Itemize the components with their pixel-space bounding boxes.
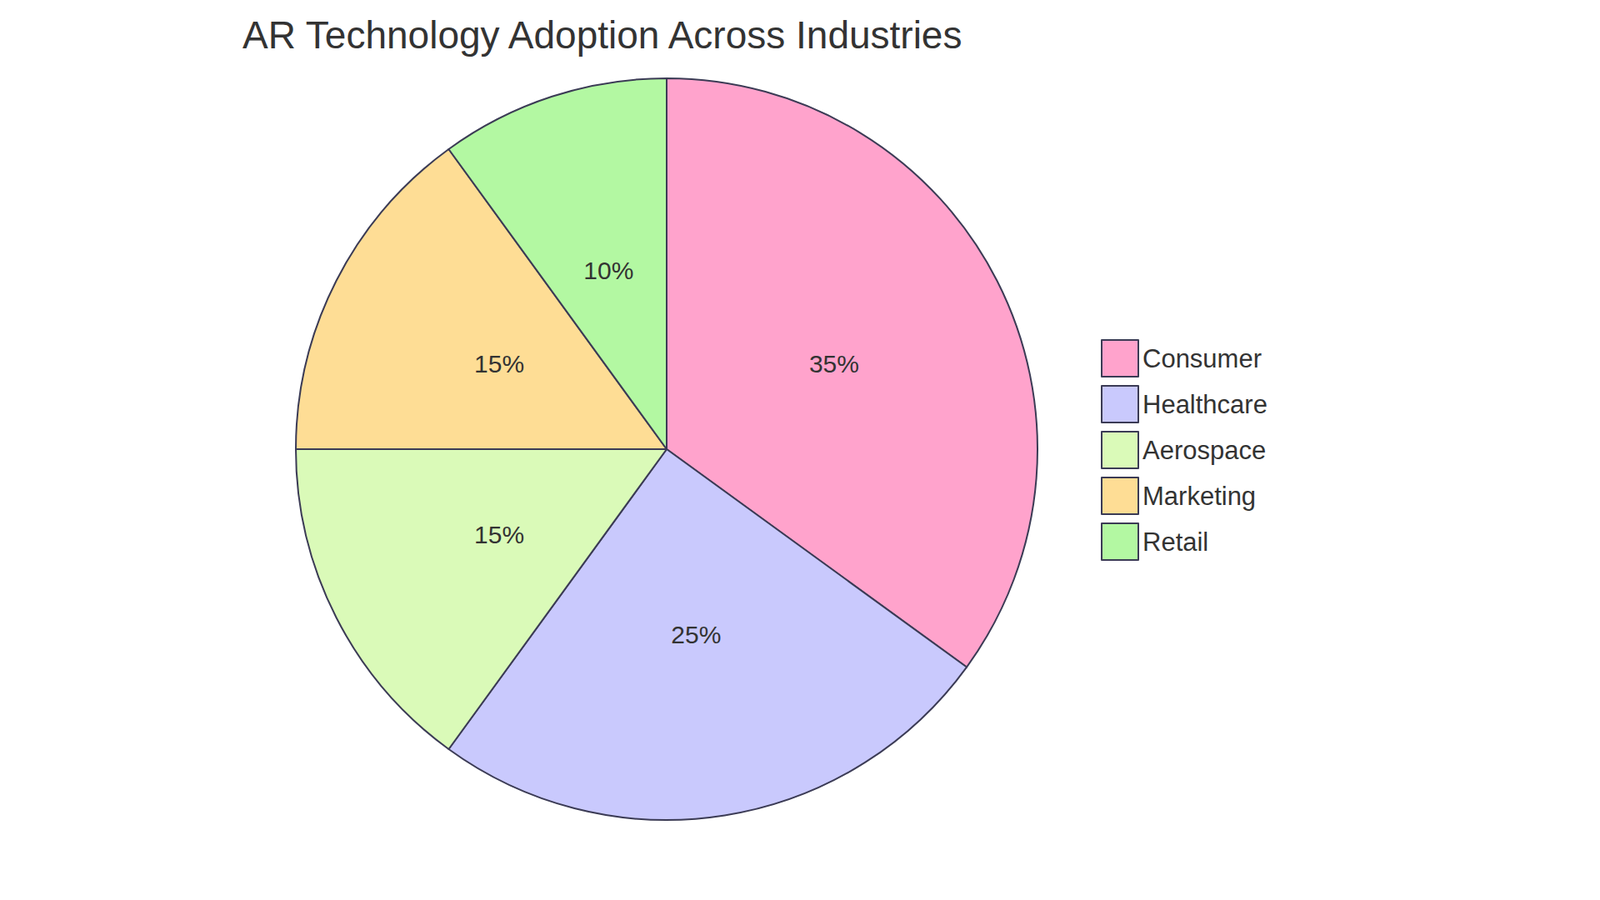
- svg-text:15%: 15%: [474, 520, 525, 549]
- svg-text:AR Technology Adoption Across: AR Technology Adoption Across Industries: [242, 13, 962, 57]
- svg-text:15%: 15%: [474, 350, 525, 378]
- svg-text:Marketing: Marketing: [1142, 481, 1256, 511]
- svg-text:35%: 35%: [809, 350, 860, 378]
- svg-text:Aerospace: Aerospace: [1142, 435, 1266, 465]
- svg-text:10%: 10%: [583, 256, 634, 285]
- svg-text:Retail: Retail: [1142, 527, 1209, 557]
- svg-text:Consumer: Consumer: [1142, 344, 1262, 374]
- svg-text:25%: 25%: [670, 620, 721, 649]
- svg-text:Healthcare: Healthcare: [1142, 390, 1268, 420]
